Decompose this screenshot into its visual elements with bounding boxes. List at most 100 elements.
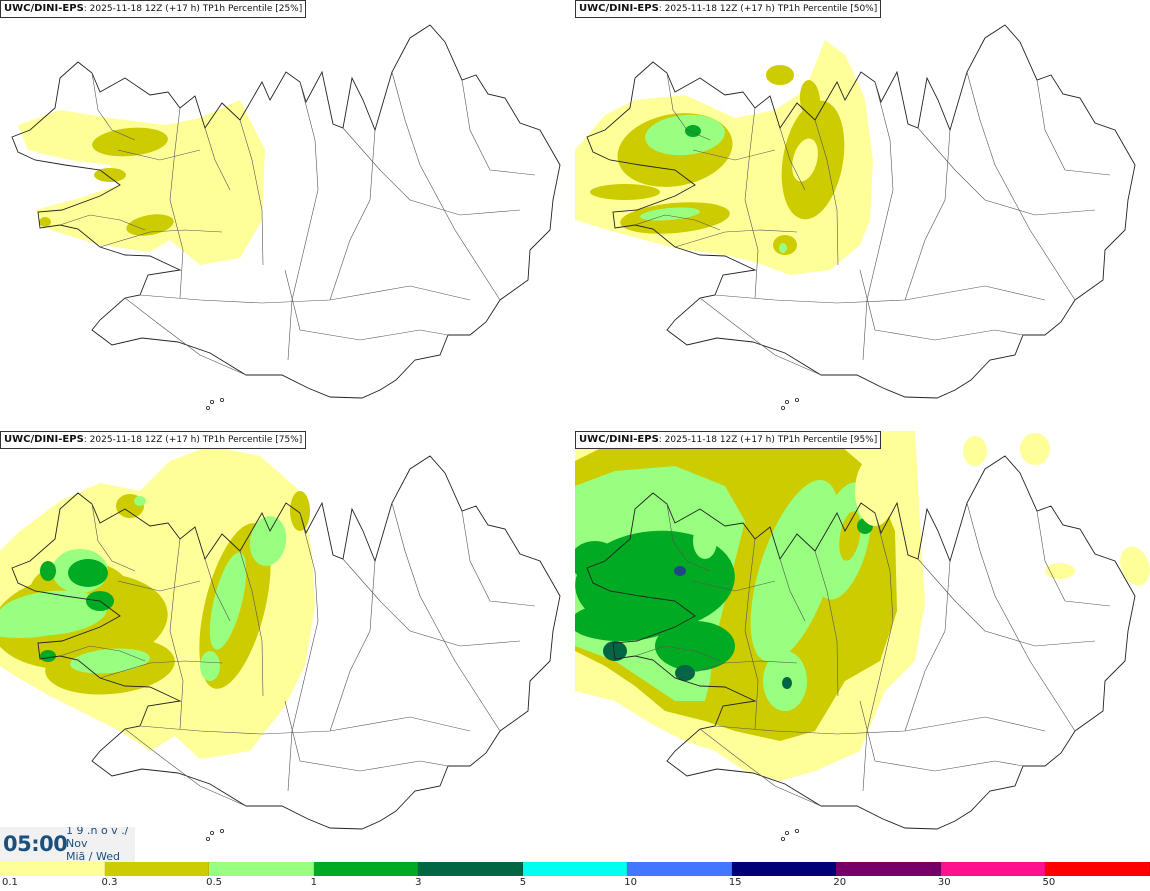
legend-swatch — [836, 862, 941, 876]
boundary-line — [124, 297, 247, 376]
legend-swatch — [940, 862, 1046, 876]
valid-date: 1 9 .n ó v ./ Nov Miã / Wed — [66, 827, 129, 862]
island — [209, 830, 214, 835]
precip-contour — [200, 651, 220, 681]
boundary-line — [1036, 510, 1111, 607]
panel-title-50: UWC/DINI-EPS: 2025-11-18 12Z (+17 h) TP1… — [575, 0, 882, 18]
boundary-line — [287, 81, 319, 361]
boundary-line — [779, 558, 806, 622]
map-panel-25: UWC/DINI-EPS: 2025-11-18 12Z (+17 h) TP1… — [0, 0, 575, 431]
boundary-line — [284, 700, 449, 772]
boundary-line — [59, 645, 146, 662]
valid-time: 05:00 — [3, 832, 68, 856]
boundary-line — [634, 214, 721, 231]
legend-tick: 10 — [624, 877, 637, 888]
boundary-line — [692, 149, 776, 161]
coastline-path — [586, 455, 1136, 830]
boundary-line — [169, 538, 184, 730]
precip-contour — [575, 541, 620, 581]
precip-map-95 — [575, 431, 1150, 841]
boundary-line — [204, 127, 231, 191]
boundary-line — [779, 127, 806, 191]
legend-tick: 20 — [833, 877, 847, 888]
legend-tick-labels: 0.1 0.3 0.5 1 3 5 10 15 20 30 50 — [0, 876, 1150, 891]
legend-tick: 0.1 — [2, 877, 18, 888]
boundary-line — [917, 127, 1096, 216]
precip-contour — [134, 496, 146, 506]
panel-title-25: UWC/DINI-EPS: 2025-11-18 12Z (+17 h) TP1… — [0, 0, 307, 18]
precip-contour — [40, 561, 56, 581]
island — [219, 828, 224, 833]
precip-contour — [779, 243, 787, 253]
boundary-line — [391, 71, 501, 301]
island — [784, 399, 789, 404]
boundary-line — [391, 502, 501, 732]
precip-map-25 — [11, 24, 561, 410]
precip-fields — [18, 100, 265, 265]
legend-swatch — [209, 862, 314, 876]
boundary-line — [862, 81, 894, 361]
precip-fields — [575, 431, 1150, 781]
map-panel-50: UWC/DINI-EPS: 2025-11-18 12Z (+17 h) TP1… — [575, 0, 1150, 431]
precip-map-75 — [0, 446, 561, 841]
boundary-line — [904, 129, 951, 301]
boundary-line — [239, 119, 264, 266]
boundary-line — [859, 269, 1024, 341]
boundary-line — [674, 660, 798, 679]
legend-swatch — [1045, 862, 1150, 876]
boundary-line — [666, 72, 711, 141]
precip-contour — [39, 217, 51, 227]
precip-contour — [585, 485, 609, 497]
boundary-line — [284, 269, 449, 341]
boundary-line — [169, 107, 184, 299]
coastline-path — [11, 455, 561, 830]
coastline — [586, 24, 1136, 410]
coastline-path — [586, 24, 1136, 399]
boundary-line — [461, 79, 536, 176]
island — [780, 836, 785, 841]
precip-contour — [1045, 563, 1075, 579]
coastline — [11, 455, 561, 841]
map-panel-95: UWC/DINI-EPS: 2025-11-18 12Z (+17 h) TP1… — [575, 431, 1150, 862]
precip-contour — [905, 581, 925, 621]
boundary-line — [966, 71, 1076, 301]
boundary-line — [859, 700, 1024, 772]
legend-tick: 0.3 — [101, 877, 118, 888]
precip-contour — [782, 677, 792, 689]
legend-swatch — [731, 862, 837, 876]
boundary-line — [862, 512, 894, 792]
precip-contour — [685, 125, 701, 137]
precip-contour — [126, 214, 174, 236]
boundary-line — [714, 716, 1046, 735]
precip-contour — [590, 184, 660, 200]
boundary-line — [461, 510, 536, 607]
island — [205, 405, 210, 410]
legend-tick: 30 — [937, 877, 951, 888]
boundary-line — [342, 558, 521, 647]
boundary-line — [329, 560, 376, 732]
boundary-line — [1036, 79, 1111, 176]
precip-fields — [0, 446, 315, 759]
boundary-line — [99, 660, 223, 679]
boundary-line — [117, 149, 201, 161]
precip-contour — [645, 114, 725, 156]
precip-contour — [249, 516, 287, 566]
boundary-line — [814, 119, 839, 266]
boundary-line — [966, 502, 1076, 732]
boundary-line — [699, 297, 822, 376]
legend-swatch — [313, 862, 419, 876]
legend-tick: 50 — [1042, 877, 1056, 888]
boundary-line — [917, 558, 1096, 647]
legend-swatch — [104, 862, 210, 876]
coastline — [11, 24, 561, 410]
boundary-line — [714, 285, 1046, 304]
precip-contour — [792, 138, 818, 182]
boundary-line — [139, 716, 471, 735]
precip-contour — [290, 491, 310, 531]
precip-contour — [92, 127, 168, 157]
boundary-line — [666, 503, 711, 572]
boundary-line — [117, 580, 201, 592]
boundary-line — [744, 107, 759, 299]
precip-contour — [18, 100, 265, 265]
precip-contour — [194, 150, 226, 200]
